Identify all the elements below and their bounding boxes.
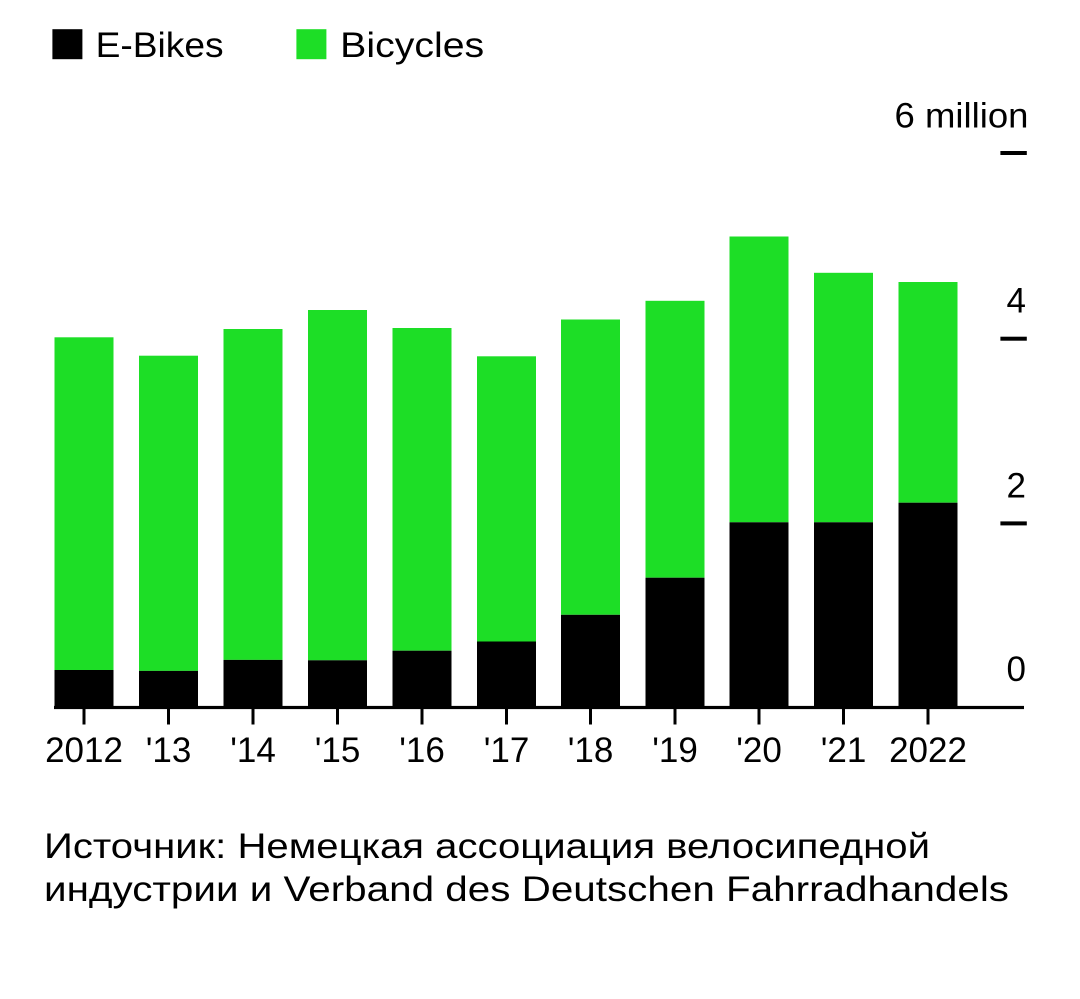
svg-text:'18: '18 (568, 731, 614, 770)
svg-text:'19: '19 (652, 731, 698, 770)
svg-text:'17: '17 (484, 731, 530, 770)
svg-text:Bicycles: Bicycles (340, 26, 484, 65)
svg-text:4: 4 (1007, 282, 1026, 321)
svg-text:'21: '21 (821, 731, 867, 770)
svg-text:индустрии и Verband des Deutsc: индустрии и Verband des Deutschen Fahrra… (44, 870, 1009, 909)
svg-text:E-Bikes: E-Bikes (96, 26, 224, 65)
svg-text:2022: 2022 (889, 731, 967, 770)
svg-text:2012: 2012 (45, 731, 123, 770)
svg-text:'20: '20 (736, 731, 782, 770)
svg-text:Источник: Немецкая ассоциация: Источник: Немецкая ассоциация велосипедн… (44, 827, 930, 866)
svg-text:2: 2 (1007, 467, 1026, 506)
svg-text:0: 0 (1007, 650, 1026, 689)
svg-text:'13: '13 (146, 731, 192, 770)
svg-text:'16: '16 (399, 731, 445, 770)
svg-text:'14: '14 (230, 731, 276, 770)
svg-text:6 million: 6 million (895, 97, 1029, 136)
svg-text:'15: '15 (315, 731, 361, 770)
